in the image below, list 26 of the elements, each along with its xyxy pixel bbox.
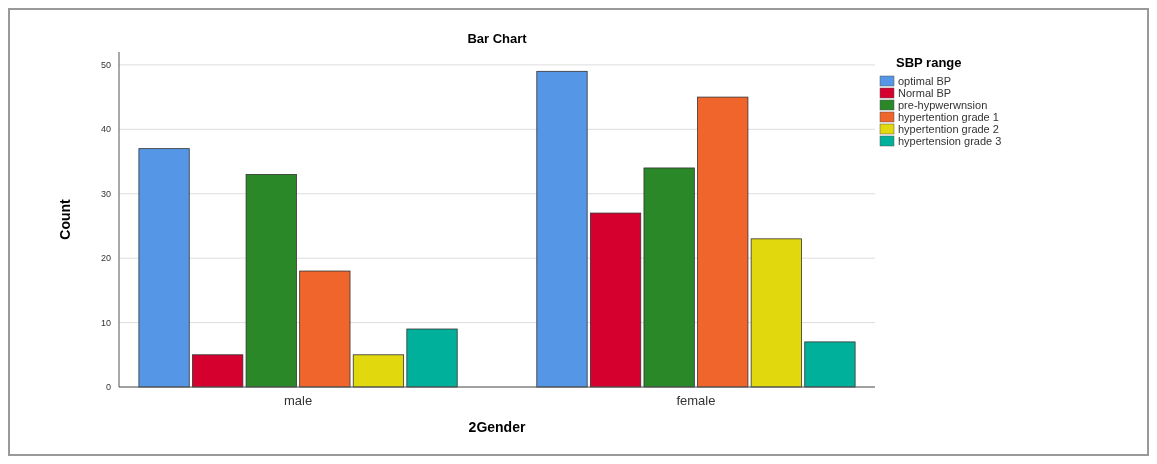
chart-title: Bar Chart — [467, 31, 528, 46]
bar — [138, 148, 190, 388]
y-tick-label: 10 — [100, 317, 111, 328]
legend-label: Normal BP — [898, 87, 952, 99]
x-axis-title: 2Gender — [468, 419, 526, 435]
y-axis-title: Count — [57, 198, 73, 240]
bar — [589, 212, 642, 388]
bar — [352, 354, 405, 388]
legend-label: hypertention grade 1 — [898, 111, 999, 123]
y-tick-label: 50 — [100, 60, 111, 71]
bar — [299, 270, 351, 388]
legend-label: hypertention grade 2 — [898, 123, 999, 135]
bar — [804, 341, 856, 388]
y-tick-label: 40 — [100, 124, 111, 135]
legend-label: pre-hypwerwnsion — [898, 99, 988, 111]
y-tick-label: 0 — [105, 382, 111, 393]
legend-label: hypertension grade 3 — [898, 135, 1002, 147]
legend-title: SBP range — [896, 55, 962, 70]
x-tick-label: male — [283, 393, 313, 408]
legend-label: optimal BP — [898, 75, 952, 87]
bar — [536, 70, 588, 388]
bar — [406, 328, 458, 388]
y-tick-label: 20 — [100, 253, 111, 264]
bar — [643, 167, 695, 388]
y-tick-label: 30 — [100, 188, 111, 199]
x-tick-label: female — [676, 393, 716, 408]
